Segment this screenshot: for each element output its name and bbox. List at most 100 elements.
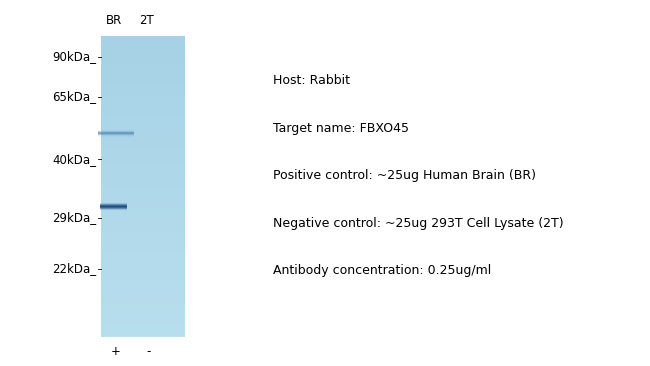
Bar (101, 36, 185, 40)
Bar (101, 250, 185, 254)
Bar (101, 130, 185, 134)
Bar (101, 62, 185, 67)
Bar (101, 160, 185, 164)
Bar (101, 164, 185, 168)
Bar (98, 133, 134, 134)
Bar (98, 132, 134, 133)
Bar (101, 306, 185, 310)
Bar (101, 96, 185, 100)
Bar (101, 111, 185, 115)
Bar (100, 205, 127, 206)
Bar (98, 136, 134, 137)
Bar (101, 201, 185, 205)
Bar (100, 202, 127, 203)
Bar (101, 55, 185, 59)
Bar (101, 254, 185, 258)
Bar (101, 302, 185, 307)
Bar (101, 134, 185, 138)
Text: BR: BR (105, 14, 122, 27)
Bar (101, 269, 185, 273)
Bar (101, 85, 185, 89)
Bar (101, 216, 185, 220)
Bar (101, 74, 185, 78)
Text: 22kDa_: 22kDa_ (52, 262, 96, 276)
Bar (101, 325, 185, 329)
Text: Antibody concentration: 0.25ug/ml: Antibody concentration: 0.25ug/ml (273, 264, 491, 277)
Bar (101, 197, 185, 202)
Bar (101, 145, 185, 149)
Bar (98, 132, 134, 133)
Bar (101, 77, 185, 82)
Bar (100, 210, 127, 211)
Bar (100, 205, 127, 206)
Bar (101, 119, 185, 123)
Bar (100, 205, 127, 206)
Bar (100, 209, 127, 210)
Text: Negative control: ~25ug 293T Cell Lysate (2T): Negative control: ~25ug 293T Cell Lysate… (273, 217, 564, 230)
Bar (100, 207, 127, 208)
Bar (101, 186, 185, 190)
Bar (100, 210, 127, 211)
Bar (101, 115, 185, 119)
Bar (98, 129, 134, 130)
Bar (101, 175, 185, 179)
Bar (101, 227, 185, 232)
Bar (101, 332, 185, 337)
Bar (98, 135, 134, 136)
Text: Host: Rabbit: Host: Rabbit (273, 74, 350, 87)
Bar (101, 149, 185, 153)
Bar (101, 81, 185, 85)
Bar (101, 295, 185, 299)
Bar (101, 167, 185, 172)
Bar (101, 283, 185, 288)
Bar (101, 59, 185, 63)
Text: Target name: FBXO45: Target name: FBXO45 (273, 122, 409, 135)
Bar (101, 107, 185, 112)
Bar (101, 152, 185, 157)
Bar (101, 104, 185, 108)
Bar (100, 209, 127, 210)
Text: +: + (111, 345, 121, 358)
Bar (101, 122, 185, 127)
Bar (101, 329, 185, 333)
Text: -: - (146, 345, 150, 358)
Bar (100, 208, 127, 209)
Bar (101, 313, 185, 318)
Bar (98, 136, 134, 137)
Bar (101, 40, 185, 44)
Text: Positive control: ~25ug Human Brain (BR): Positive control: ~25ug Human Brain (BR) (273, 169, 536, 182)
Bar (101, 179, 185, 183)
Bar (101, 171, 185, 175)
Bar (101, 310, 185, 314)
Bar (98, 130, 134, 131)
Bar (101, 272, 185, 277)
Bar (101, 212, 185, 217)
Bar (101, 299, 185, 303)
Bar (101, 291, 185, 295)
Bar (98, 130, 134, 131)
Bar (100, 206, 127, 207)
Bar (100, 202, 127, 203)
Bar (101, 182, 185, 187)
Text: 40kDa_: 40kDa_ (52, 153, 96, 166)
Bar (100, 211, 127, 212)
Bar (98, 135, 134, 136)
Bar (98, 131, 134, 132)
Bar (98, 134, 134, 135)
Bar (98, 134, 134, 135)
Bar (101, 242, 185, 247)
Bar (101, 47, 185, 52)
Bar (101, 44, 185, 48)
Bar (101, 51, 185, 55)
Bar (101, 261, 185, 265)
Bar (101, 265, 185, 269)
Text: 65kDa_: 65kDa_ (52, 90, 96, 104)
Bar (101, 239, 185, 243)
Bar (100, 204, 127, 205)
Bar (101, 190, 185, 194)
Bar (100, 203, 127, 204)
Bar (101, 235, 185, 239)
Bar (101, 276, 185, 280)
Bar (101, 257, 185, 262)
Bar (101, 280, 185, 284)
